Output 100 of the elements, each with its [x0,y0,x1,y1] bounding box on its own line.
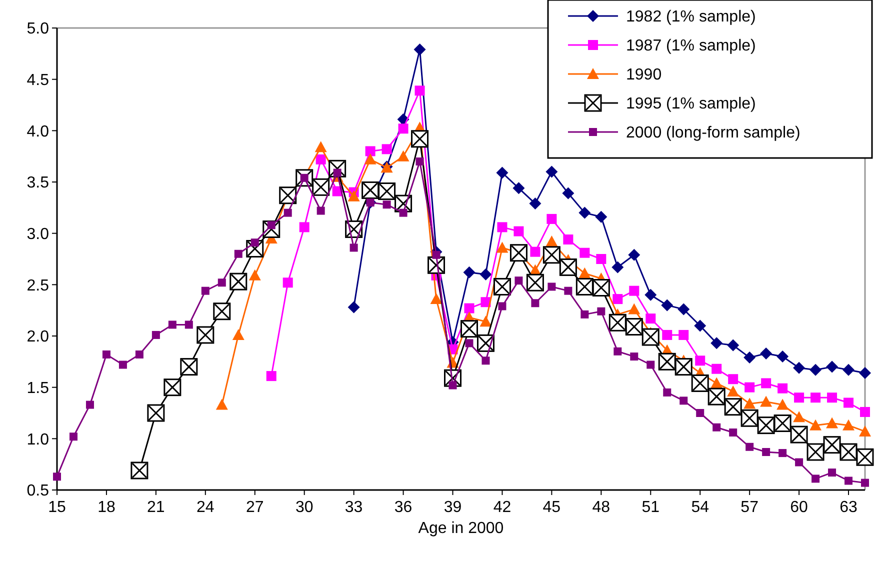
point [398,124,408,134]
legend-label: 1995 (1% sample) [626,96,756,113]
point [348,301,360,314]
point [744,352,756,364]
point [612,261,624,274]
point [414,44,426,56]
point [250,238,259,247]
point [496,242,508,253]
point [578,267,591,278]
x-tick-label: 57 [740,499,759,516]
point [348,190,360,202]
point [529,198,542,210]
point [514,276,523,285]
point [497,222,508,232]
point [482,356,490,365]
x-tick-label: 48 [592,499,610,516]
point [216,398,228,410]
point [778,449,787,458]
point [86,400,94,409]
point [531,299,540,308]
point [810,392,821,403]
legend-label: 1990 [626,66,662,84]
point [546,166,558,178]
point [512,182,525,194]
point [595,210,608,223]
point [861,478,869,487]
point [712,364,722,374]
point [530,246,540,257]
x-tick-label: 15 [48,499,66,516]
point [282,278,293,288]
point [728,374,738,384]
point [760,347,772,360]
point [776,350,789,363]
y-tick-label: 1.5 [26,380,50,397]
point [416,157,424,166]
point [710,337,723,350]
point [727,385,740,396]
y-tick-label: 3.5 [26,174,50,192]
point [102,350,110,358]
point [316,206,325,215]
y-tick-label: 5.0 [26,20,50,38]
point [793,411,806,422]
point [480,316,492,327]
point [629,286,640,296]
point [827,392,838,403]
x-tick-label: 60 [790,499,808,516]
point [778,383,788,394]
point [580,310,589,318]
point [859,366,871,379]
y-tick-label: 1.0 [26,431,50,448]
point [663,388,672,396]
point [597,307,606,316]
point [184,320,193,329]
point [248,269,261,280]
point [614,347,622,356]
point [842,419,855,430]
legend-label: 2000 (long-form sample) [626,124,800,142]
point [795,458,804,466]
x-tick-label: 51 [642,499,660,516]
point [744,382,755,392]
point [562,187,574,200]
point [761,378,772,388]
point [364,153,376,164]
point [630,352,638,361]
point [69,432,78,441]
point [859,425,871,436]
point [762,448,770,456]
point [463,266,476,278]
point [628,248,640,261]
point [661,299,674,312]
point [218,278,226,287]
point [729,428,738,437]
point [266,371,276,382]
x-tick-label: 30 [295,499,314,516]
y-tick-label: 4.5 [26,72,50,89]
point [662,330,672,340]
point [844,476,853,485]
point [628,303,640,314]
point [712,423,721,432]
point [678,303,690,316]
x-tick-label: 42 [493,499,512,516]
point [234,250,242,258]
point [760,396,772,407]
point [314,141,327,152]
x-tick-label: 33 [344,499,363,516]
y-tick-label: 3.0 [26,226,50,243]
x-tick-label: 39 [444,499,462,516]
x-axis-title: Age in 2000 [418,520,504,537]
point [680,396,688,405]
point [496,166,508,179]
point [810,364,822,376]
point [514,226,524,236]
point [316,154,326,164]
point [596,254,606,264]
point [844,398,854,408]
x-tick-label: 45 [542,499,561,516]
point [152,330,160,339]
point [299,222,310,232]
point [646,314,656,324]
point [694,320,706,332]
